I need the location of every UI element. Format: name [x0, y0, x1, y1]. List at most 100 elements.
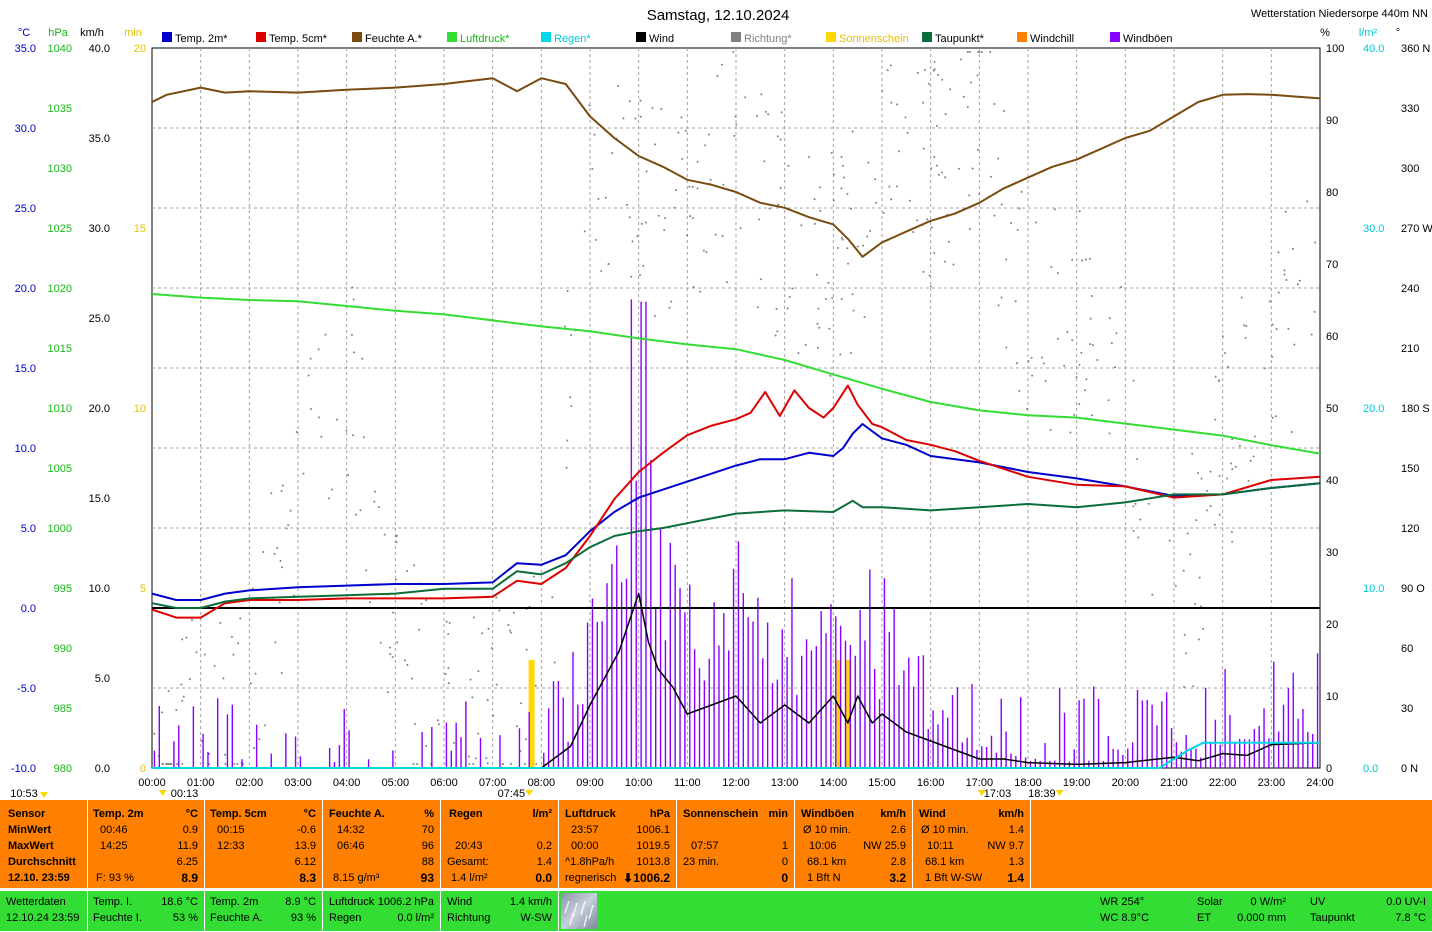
sunshine-axis-tick: 20 [134, 43, 146, 55]
direction-dot [213, 665, 216, 668]
direction-dot [775, 307, 778, 310]
direction-dot [861, 244, 864, 247]
wind-axis-tick: 15.0 [89, 493, 110, 505]
direction-dot [867, 161, 870, 164]
direction-dot [849, 351, 852, 354]
humidity-axis-tick: 80 [1326, 187, 1338, 199]
direction-dot [930, 167, 933, 170]
direction-dot [281, 566, 284, 569]
direction-dot [978, 192, 981, 195]
direction-dot [566, 290, 569, 293]
direction-dot [927, 82, 930, 85]
pressure-forecast: regnerisch [565, 872, 617, 884]
min-label: MinWert [8, 824, 52, 836]
direction-dot [1194, 602, 1197, 605]
direction-dot [895, 185, 898, 188]
direction-dot [786, 307, 789, 310]
direction-dot [162, 763, 165, 765]
direction-dot [249, 682, 252, 685]
direction-dot [170, 763, 173, 765]
direction-dot [262, 551, 265, 554]
legend-label: Windböen [1123, 33, 1173, 45]
direction-dot [779, 186, 782, 189]
axis-unit-label: min [124, 27, 142, 39]
direction-axis-tick: 0 N [1401, 763, 1418, 775]
direction-dot [309, 407, 312, 410]
direction-dot [944, 176, 947, 179]
direction-dot [1056, 337, 1059, 340]
direction-dot [264, 724, 267, 727]
series-line-luftdruck- [151, 293, 1321, 455]
solar-label: Solar [1197, 896, 1223, 908]
direction-dot [699, 290, 702, 293]
direction-dot [1078, 363, 1081, 366]
direction-dot [447, 632, 450, 635]
pressure-axis-tick: 1030 [48, 163, 72, 175]
x-axis-tick: 09:00 [576, 777, 604, 789]
direction-dot [922, 101, 925, 104]
direction-dot [777, 203, 780, 206]
x-axis-tick: 13:00 [771, 777, 799, 789]
time-marker-label: 18:39 [1028, 788, 1056, 800]
direction-dot [675, 189, 678, 192]
direction-dot [524, 738, 527, 741]
humidity-max-value: 96 [421, 840, 434, 852]
direction-dot [345, 429, 348, 432]
direction-dot [1071, 339, 1074, 342]
direction-dot [888, 185, 891, 188]
direction-dot [1268, 300, 1271, 303]
direction-dot [153, 732, 156, 735]
direction-dot [797, 352, 800, 355]
temp-axis-tick: 20.0 [15, 283, 36, 295]
direction-dot [1314, 241, 1317, 244]
sunshine-axis-tick: 5 [140, 583, 146, 595]
outdoor-hum-value: 93 % [290, 912, 316, 924]
direction-dot [840, 187, 843, 190]
direction-dot [386, 691, 389, 694]
direction-dot [1088, 257, 1091, 260]
direction-dot [847, 262, 850, 265]
rain-current: 0.0 [535, 871, 552, 885]
direction-dot [733, 134, 736, 137]
direction-dot [739, 227, 742, 230]
direction-dot [448, 621, 451, 624]
legend-swatch [731, 32, 741, 42]
series-line-taupunkt- [151, 482, 1321, 609]
time-marker-label: 07:45 [498, 788, 526, 800]
direction-dot [890, 198, 893, 201]
direction-dot [937, 73, 940, 76]
pressure-axis-tick: 1010 [48, 403, 72, 415]
direction-dot [1091, 344, 1094, 347]
pressure-max-value: 1019.5 [636, 840, 670, 852]
max-label: MaxWert [8, 840, 54, 852]
direction-dot [508, 629, 511, 632]
direction-dot [373, 490, 376, 493]
direction-dot [1014, 300, 1017, 303]
direction-dot [664, 217, 667, 220]
direction-dot [759, 278, 762, 281]
direction-dot [993, 102, 996, 105]
direction-dot [944, 113, 947, 116]
direction-dot [707, 133, 710, 136]
direction-dot [1182, 569, 1185, 572]
pressure-min-time: 23:57 [571, 824, 599, 836]
direction-dot [285, 527, 288, 530]
direction-dot [721, 63, 724, 66]
rain-axis-tick: 20.0 [1363, 403, 1384, 415]
direction-dot [949, 88, 952, 91]
direction-dot [351, 286, 354, 289]
direction-dot [525, 648, 528, 651]
direction-dot [639, 115, 642, 118]
time-marker-label: 10:53 [10, 788, 38, 800]
humidity-axis-tick: 30 [1326, 547, 1338, 559]
pressure-axis-tick: 980 [54, 763, 72, 775]
direction-dot [653, 314, 656, 317]
direction-dot [160, 711, 163, 714]
temp-axis-tick: -5.0 [17, 683, 36, 695]
direction-dot [764, 110, 767, 113]
direction-dot [617, 85, 620, 88]
direction-dot [1030, 356, 1033, 359]
direction-dot [509, 763, 512, 765]
direction-dot [688, 185, 691, 188]
direction-dot [1238, 444, 1241, 447]
